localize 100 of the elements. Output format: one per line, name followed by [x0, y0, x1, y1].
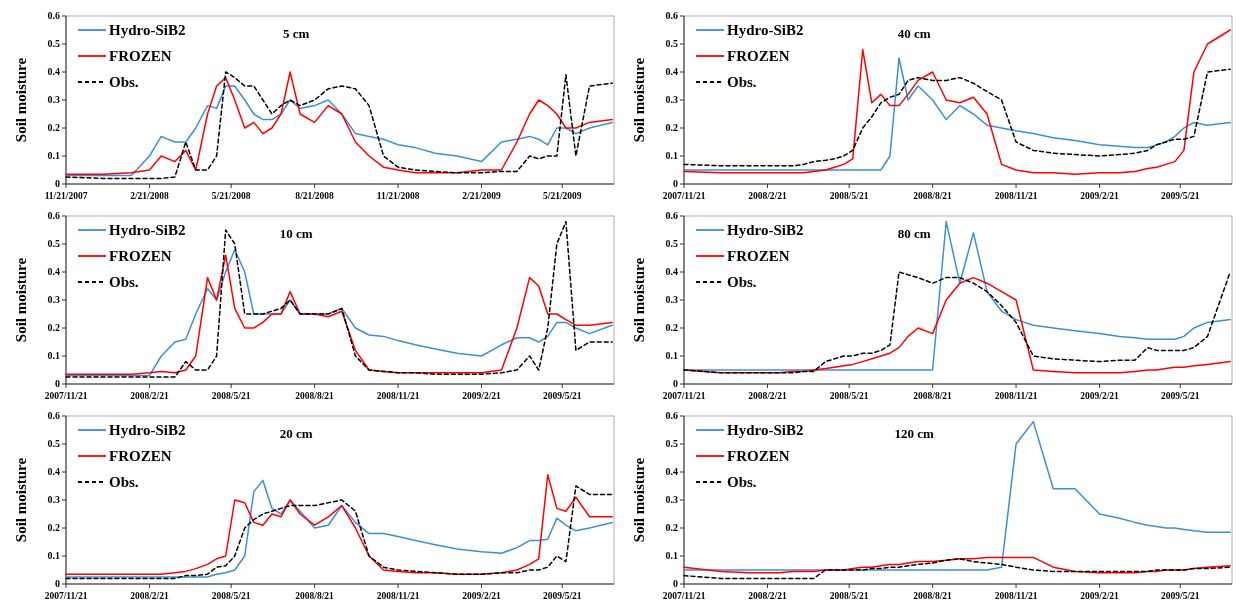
y-tick-label: 0.4	[665, 466, 678, 478]
y-tick-label: 0.4	[47, 66, 60, 78]
x-tick-label: 2009/2/21	[462, 591, 502, 601]
legend-label: FROZEN	[727, 448, 790, 465]
x-tick-label: 2009/2/21	[462, 391, 502, 401]
y-tick-label: 0.4	[665, 266, 678, 278]
y-axis-title: Soil moisture	[631, 257, 647, 343]
legend-label: Hydro-SiB2	[109, 22, 186, 39]
legend-label: Obs.	[109, 474, 139, 491]
y-tick-label: 0	[673, 178, 678, 190]
legend-label: Hydro-SiB2	[727, 22, 804, 39]
y-tick-label: 0	[55, 178, 60, 190]
text: 80 cm	[897, 226, 931, 241]
legend-label: Obs.	[109, 274, 139, 291]
x-tick-label: 2008/8/21	[295, 591, 335, 601]
legend-label: FROZEN	[727, 248, 790, 265]
y-tick-label: 0.3	[47, 94, 60, 106]
text: 20 cm	[279, 426, 313, 441]
y-tick-label: 0.3	[47, 494, 60, 506]
legend-label: FROZEN	[109, 248, 172, 265]
x-tick-label: 11/21/2007	[44, 191, 88, 201]
y-tick-label: 0	[55, 378, 60, 390]
y-tick-label: 0.5	[665, 238, 678, 250]
x-tick-label: 2009/5/21	[1161, 391, 1200, 401]
x-tick-label: 2007/11/21	[662, 191, 706, 201]
x-tick-label: 2008/11/21	[994, 191, 1038, 201]
legend-label: FROZEN	[109, 448, 172, 465]
y-tick-label: 0.2	[47, 322, 60, 334]
line-series	[65, 85, 613, 177]
y-tick-label: 0.5	[47, 38, 60, 50]
y-tick-label: 0.2	[665, 322, 678, 334]
text: 120 cm	[894, 426, 934, 441]
y-tick-label: 0.3	[665, 94, 678, 106]
x-tick-label: 2008/5/21	[829, 591, 869, 601]
x-tick-label: 5/21/2008	[211, 191, 251, 201]
text: 10 cm	[279, 226, 313, 241]
x-tick-label: 2009/5/21	[543, 391, 582, 401]
legend-label: Hydro-SiB2	[727, 222, 804, 239]
y-tick-label: 0.5	[665, 38, 678, 50]
y-tick-label: 0.5	[47, 238, 60, 250]
line-series	[65, 220, 613, 378]
x-tick-label: 2008/8/21	[913, 191, 953, 201]
text: 5 cm	[282, 26, 310, 41]
x-tick-label: 2008/2/21	[130, 391, 169, 401]
y-tick-label: 0.4	[47, 466, 60, 478]
legend-label: Hydro-SiB2	[109, 422, 186, 439]
y-tick-label: 0.2	[665, 122, 678, 134]
x-tick-label: 2009/2/21	[1080, 191, 1120, 201]
legend-label: Obs.	[727, 74, 757, 91]
y-tick-label: 0.2	[47, 522, 60, 534]
y-axis-title: Soil moisture	[13, 457, 29, 543]
y-tick-label: 0.6	[665, 210, 678, 222]
y-tick-label: 0.6	[665, 10, 678, 22]
x-tick-label: 2008/5/21	[829, 191, 869, 201]
y-tick-label: 0	[673, 378, 678, 390]
x-tick-label: 2008/11/21	[376, 391, 420, 401]
x-tick-label: 2007/11/21	[662, 591, 706, 601]
y-tick-label: 0.6	[665, 410, 678, 422]
legend-label: FROZEN	[109, 48, 172, 65]
y-axis-title: Soil moisture	[631, 457, 647, 543]
y-tick-label: 0.4	[665, 66, 678, 78]
y-tick-label: 0.1	[47, 150, 60, 162]
y-axis-title: Soil moisture	[13, 257, 29, 343]
y-tick-label: 0.2	[47, 122, 60, 134]
y-tick-label: 0.5	[47, 438, 60, 450]
x-tick-label: 2008/2/21	[130, 591, 169, 601]
x-tick-label: 2009/5/21	[1161, 191, 1200, 201]
y-tick-label: 0.1	[47, 550, 60, 562]
line-series	[683, 558, 1231, 580]
y-tick-label: 0.2	[665, 522, 678, 534]
y-tick-label: 0.5	[665, 438, 678, 450]
line-series	[683, 556, 1231, 574]
y-tick-label: 0.1	[665, 550, 678, 562]
x-tick-label: 5/21/2009	[543, 191, 582, 201]
line-series	[683, 420, 1231, 571]
legend-label: Hydro-SiB2	[727, 422, 804, 439]
y-tick-label: 0	[55, 578, 60, 590]
y-tick-label: 0.4	[47, 266, 60, 278]
y-tick-label: 0.6	[47, 410, 60, 422]
x-tick-label: 2008/2/21	[748, 391, 787, 401]
x-tick-label: 2009/2/21	[1080, 591, 1120, 601]
x-tick-label: 2008/11/21	[994, 591, 1038, 601]
legend-label: Obs.	[109, 74, 139, 91]
y-tick-label: 0	[673, 578, 678, 590]
x-tick-label: 2008/11/21	[994, 391, 1038, 401]
y-axis-title: Soil moisture	[13, 57, 29, 143]
x-tick-label: 2008/5/21	[211, 591, 251, 601]
y-tick-label: 0.6	[47, 10, 60, 22]
y-tick-label: 0.1	[47, 350, 60, 362]
y-tick-label: 0.3	[665, 494, 678, 506]
x-tick-label: 2008/8/21	[913, 591, 953, 601]
legend-label: Obs.	[727, 474, 757, 491]
x-tick-label: 2008/5/21	[829, 391, 869, 401]
x-tick-label: 2/21/2009	[462, 191, 502, 201]
x-tick-label: 8/21/2008	[295, 191, 335, 201]
x-tick-label: 2008/2/21	[748, 591, 787, 601]
y-tick-label: 0.1	[665, 350, 678, 362]
y-tick-label: 0.3	[47, 294, 60, 306]
x-tick-label: 2007/11/21	[44, 391, 88, 401]
y-axis-title: Soil moisture	[631, 57, 647, 143]
